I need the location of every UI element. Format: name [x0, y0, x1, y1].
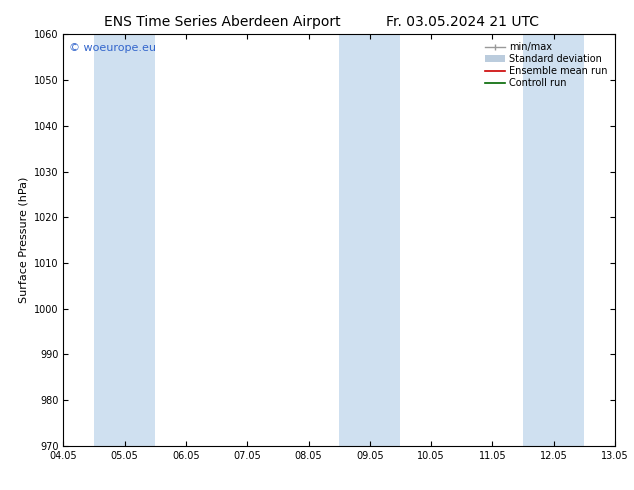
Text: ENS Time Series Aberdeen Airport: ENS Time Series Aberdeen Airport: [103, 15, 340, 29]
Bar: [553, 34, 585, 446]
Legend: min/max, Standard deviation, Ensemble mean run, Controll run: min/max, Standard deviation, Ensemble me…: [482, 39, 610, 91]
Bar: [523, 34, 553, 446]
Bar: [370, 34, 401, 446]
Bar: [125, 34, 155, 446]
Bar: [339, 34, 370, 446]
Bar: [94, 34, 125, 446]
Text: © woeurope.eu: © woeurope.eu: [69, 43, 156, 52]
Y-axis label: Surface Pressure (hPa): Surface Pressure (hPa): [18, 177, 29, 303]
Text: Fr. 03.05.2024 21 UTC: Fr. 03.05.2024 21 UTC: [386, 15, 540, 29]
